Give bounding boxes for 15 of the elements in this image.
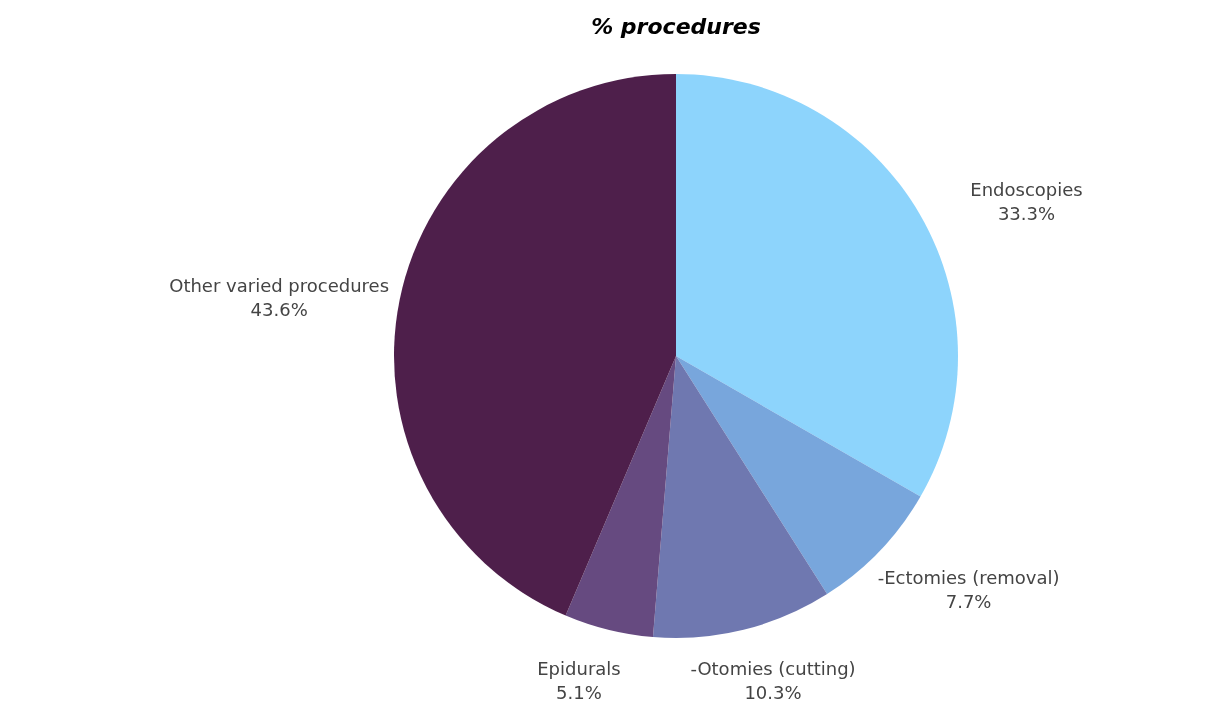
slice-label: -Ectomies (removal) [877,567,1060,589]
data-label: 43.6% [250,299,308,321]
slice-label: -Otomies (cutting) [690,657,856,679]
slice-label: Endoscopies [970,178,1083,200]
data-label: 5.1% [556,681,602,703]
pie-slice [676,74,958,497]
pie-slice [394,74,676,616]
slice-label: Other varied procedures [169,275,390,297]
pie-slice [652,356,828,638]
chart-title: % procedures [591,14,761,39]
data-label: 10.3% [744,681,802,703]
data-label: 33.3% [997,202,1056,224]
data-label: 7.7% [945,591,992,613]
pie-slice [565,356,676,638]
slice-label: Epidurals [537,657,621,679]
